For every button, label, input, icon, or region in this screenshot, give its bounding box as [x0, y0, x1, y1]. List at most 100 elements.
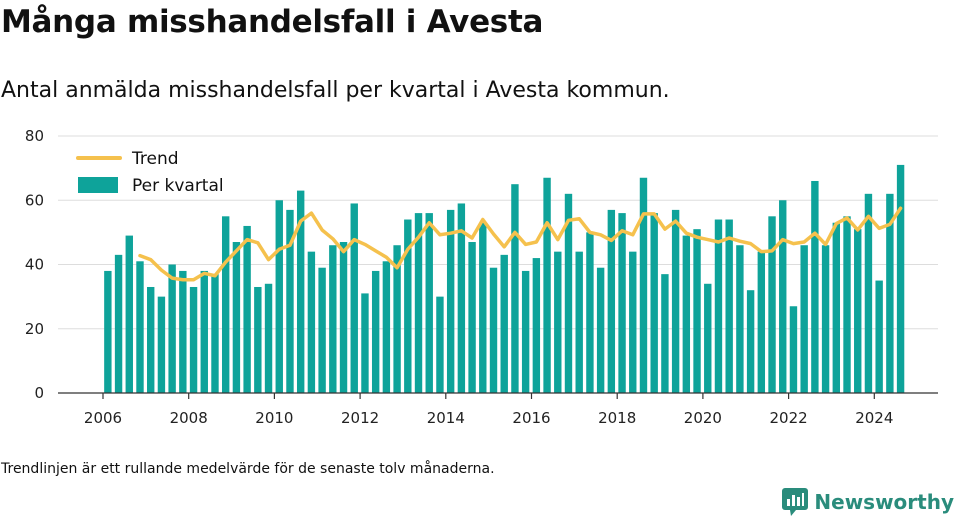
- footnote: Trendlinjen är ett rullande medelvärde f…: [1, 461, 495, 477]
- bar: [221, 216, 230, 393]
- x-tick-label: 2006: [84, 409, 122, 427]
- bar-series: [104, 164, 905, 394]
- bar: [629, 251, 637, 393]
- bar: [682, 235, 691, 393]
- bar: [596, 267, 605, 393]
- bar: [457, 203, 466, 393]
- y-tick-label: 60: [25, 191, 44, 209]
- bar: [179, 270, 187, 393]
- bar: [425, 213, 433, 393]
- bar: [254, 286, 262, 393]
- bar: [371, 270, 380, 393]
- bar: [232, 242, 241, 393]
- bar: [779, 200, 787, 393]
- bar: [886, 193, 894, 393]
- trend-line: [138, 206, 903, 282]
- x-tick-label: 2010: [255, 409, 293, 427]
- bar: [896, 164, 905, 393]
- bar: [489, 267, 498, 393]
- y-tick-label: 0: [34, 384, 44, 402]
- bar: [125, 235, 133, 393]
- newsworthy-logo-icon: [782, 488, 809, 516]
- x-tick-label: 2008: [170, 409, 208, 427]
- bar: [532, 258, 541, 393]
- bar: [714, 219, 723, 393]
- legend: Trend Per kvartal: [76, 149, 224, 196]
- y-axis-ticks: 0 20 40 60 80: [25, 127, 44, 402]
- bar: [318, 267, 326, 393]
- bar: [500, 254, 508, 393]
- chart-area: 0 20 40 60 80 2006 2008 2010 2012 2014 2016 2018 20…: [25, 127, 938, 427]
- bar: [361, 293, 369, 393]
- x-tick-label: 2024: [855, 409, 893, 427]
- bar: [575, 251, 583, 393]
- bar: [768, 216, 776, 393]
- bar: [200, 270, 208, 393]
- bar: [618, 213, 626, 393]
- x-tick-label: 2020: [684, 409, 722, 427]
- brand-name: Newsworthy: [814, 490, 954, 514]
- bar: [586, 232, 594, 394]
- x-tick-label: 2018: [598, 409, 636, 427]
- bar: [843, 216, 851, 393]
- bar: [414, 213, 423, 393]
- bar: [157, 296, 166, 394]
- legend-trend-label: Trend: [131, 149, 179, 169]
- bar: [264, 283, 273, 393]
- legend-bar-swatch: [78, 177, 118, 193]
- bar: [854, 229, 862, 393]
- y-tick-label: 20: [25, 320, 44, 338]
- bar: [693, 229, 701, 393]
- bar: [382, 261, 391, 393]
- bar: [543, 177, 551, 393]
- bar: [350, 203, 358, 393]
- bar: [554, 251, 562, 393]
- bar: [832, 222, 841, 393]
- bar: [789, 306, 798, 393]
- bar: [446, 209, 455, 393]
- bar: [864, 193, 873, 393]
- y-tick-label: 40: [25, 256, 44, 274]
- bar: [243, 225, 251, 393]
- bar: [329, 245, 337, 393]
- bar: [607, 209, 616, 393]
- bar: [168, 264, 176, 393]
- chart-title: Många misshandelsfall i Avesta: [1, 4, 544, 40]
- bar: [811, 180, 819, 393]
- bar: [404, 219, 412, 393]
- y-tick-label: 80: [25, 127, 44, 145]
- bar: [511, 184, 519, 393]
- bar: [339, 242, 348, 393]
- bar: [725, 219, 733, 393]
- bar: [104, 270, 112, 393]
- x-tick-label: 2012: [341, 409, 379, 427]
- bar: [136, 261, 144, 393]
- bar: [393, 245, 401, 393]
- x-axis: 2006 2008 2010 2012 2014 2016 2018 2020 2022 2024: [58, 392, 938, 427]
- bar: [147, 286, 155, 393]
- bar: [800, 245, 808, 393]
- legend-bar-label: Per kvartal: [132, 176, 224, 196]
- chart-subtitle: Antal anmälda misshandelsfall per kvarta…: [1, 78, 670, 103]
- bar: [479, 222, 487, 393]
- x-tick-label: 2014: [427, 409, 465, 427]
- bar: [286, 209, 294, 393]
- bar: [661, 274, 669, 393]
- bar: [189, 286, 198, 393]
- x-tick-label: 2016: [512, 409, 550, 427]
- bar: [436, 296, 444, 394]
- bar: [736, 245, 744, 393]
- bar: [746, 290, 755, 393]
- bar: [521, 270, 530, 393]
- bar: [468, 242, 476, 393]
- bar: [275, 200, 283, 393]
- bar: [639, 177, 648, 393]
- bar: [704, 283, 712, 393]
- brand-logo: Newsworthy: [782, 488, 954, 516]
- bar: [671, 209, 680, 393]
- bar: [211, 274, 219, 393]
- bar: [757, 251, 766, 393]
- bar: [114, 254, 123, 393]
- bar: [875, 280, 883, 393]
- bar: [564, 193, 573, 393]
